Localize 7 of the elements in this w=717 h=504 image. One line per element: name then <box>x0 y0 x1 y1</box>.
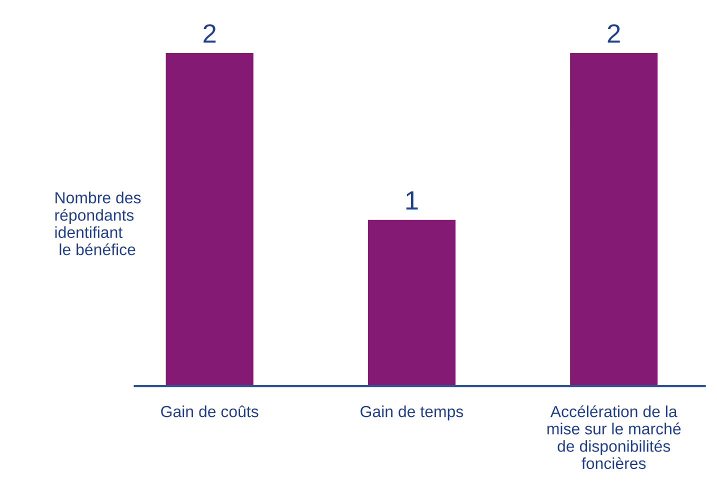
data-label: 1 <box>406 191 418 210</box>
x-tick-label: Accélération de la mise sur le marché de disponibilités foncières <box>547 405 681 470</box>
x-tick-label: Gain de temps <box>360 406 464 420</box>
data-label: 2 <box>204 24 216 43</box>
x-tick-label: Gain de coûts <box>161 405 258 418</box>
data-label: 2 <box>608 24 620 43</box>
y-axis-title: Nombre des répondants identifiant le bénéfice <box>55 192 141 256</box>
